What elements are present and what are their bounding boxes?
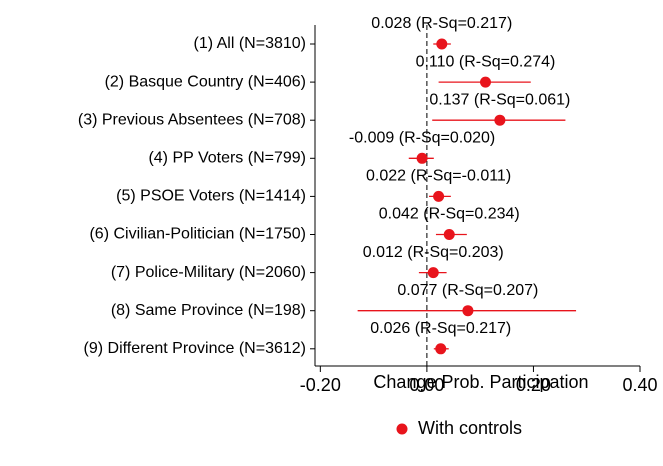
y-tick-label: (5) PSOE Voters (N=1414) bbox=[116, 188, 306, 205]
x-tick-label: -0.20 bbox=[300, 375, 341, 395]
legend-marker bbox=[396, 423, 408, 435]
point bbox=[435, 343, 447, 355]
y-tick-label: (6) Civilian-Politician (N=1750) bbox=[89, 226, 306, 243]
point bbox=[462, 305, 474, 317]
value-label: 0.077 (R-Sq=0.207) bbox=[397, 282, 538, 299]
point bbox=[443, 229, 455, 240]
x-tick-label: 0.20 bbox=[516, 375, 551, 395]
value-label: 0.028 (R-Sq=0.217) bbox=[371, 15, 512, 32]
point bbox=[416, 152, 428, 164]
value-label: 0.026 (R-Sq=0.217) bbox=[370, 320, 511, 337]
x-axis-label: Change Prob. Participation bbox=[373, 372, 588, 392]
point bbox=[427, 267, 439, 279]
value-label: 0.110 (R-Sq=0.274) bbox=[416, 53, 556, 70]
x-tick-label: 0.40 bbox=[622, 375, 657, 395]
y-tick-label: (3) Previous Absentees (N=708) bbox=[78, 111, 306, 128]
value-label: 0.022 (R-Sq=-0.011) bbox=[366, 168, 511, 185]
y-tick-label: (1) All (N=3810) bbox=[194, 35, 307, 52]
point bbox=[433, 190, 445, 202]
value-label: -0.009 (R-Sq=0.020) bbox=[349, 130, 495, 147]
y-tick-label: (4) PP Voters (N=799) bbox=[148, 150, 306, 167]
y-tick-label: (9) Different Province (N=3612) bbox=[84, 340, 306, 357]
value-label: 0.042 (R-Sq=0.234) bbox=[379, 206, 520, 223]
y-tick-label: (7) Police-Military (N=2060) bbox=[111, 264, 306, 281]
point bbox=[436, 38, 448, 50]
legend-label: With controls bbox=[418, 418, 522, 438]
value-label: 0.137 (R-Sq=0.061) bbox=[429, 91, 570, 108]
y-tick-label: (8) Same Province (N=198) bbox=[111, 302, 306, 319]
x-tick-label: 0.00 bbox=[409, 375, 444, 395]
point bbox=[479, 76, 491, 88]
point bbox=[494, 114, 506, 126]
y-tick-label: (2) Basque Country (N=406) bbox=[105, 73, 306, 90]
value-label: 0.012 (R-Sq=0.203) bbox=[363, 244, 504, 261]
